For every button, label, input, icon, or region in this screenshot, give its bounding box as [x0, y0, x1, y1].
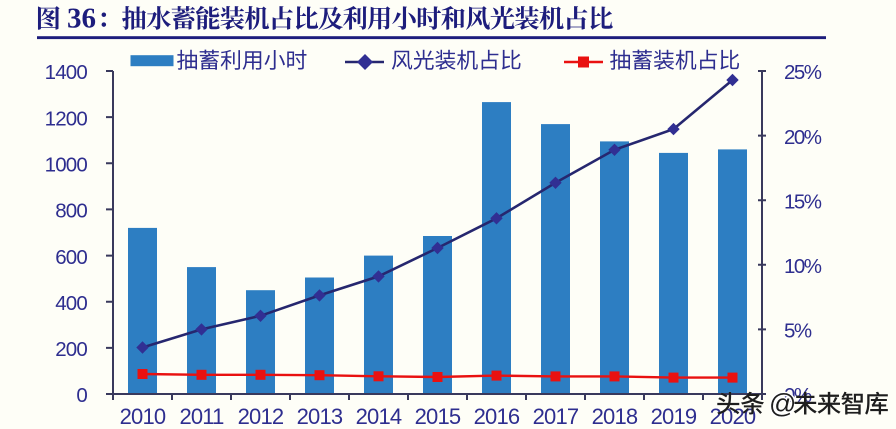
- svg-text:2012: 2012: [238, 404, 284, 429]
- svg-text:2014: 2014: [356, 404, 402, 429]
- svg-text:1200: 1200: [45, 107, 88, 130]
- svg-text:15%: 15%: [784, 190, 822, 213]
- svg-text:2020: 2020: [710, 404, 756, 429]
- svg-text:2011: 2011: [179, 404, 224, 429]
- svg-text:400: 400: [55, 292, 87, 315]
- svg-text:0: 0: [76, 384, 87, 407]
- svg-text:1400: 1400: [45, 61, 88, 84]
- svg-text:2019: 2019: [651, 404, 697, 429]
- svg-text:2018: 2018: [592, 404, 638, 429]
- svg-text:2010: 2010: [120, 404, 166, 429]
- svg-text:200: 200: [55, 338, 87, 361]
- svg-text:2013: 2013: [297, 404, 343, 429]
- svg-text:36: 36: [67, 3, 96, 35]
- svg-text:800: 800: [55, 200, 87, 223]
- svg-text:@: @: [769, 389, 796, 419]
- svg-text:2015: 2015: [415, 404, 461, 429]
- svg-text:2017: 2017: [533, 404, 579, 429]
- svg-text:25%: 25%: [784, 61, 822, 84]
- svg-text:10%: 10%: [784, 255, 822, 278]
- svg-text:5%: 5%: [784, 320, 812, 343]
- svg-text:600: 600: [55, 246, 87, 269]
- svg-text:1000: 1000: [45, 154, 88, 177]
- svg-text:2016: 2016: [474, 404, 520, 429]
- svg-text:20%: 20%: [784, 126, 822, 149]
